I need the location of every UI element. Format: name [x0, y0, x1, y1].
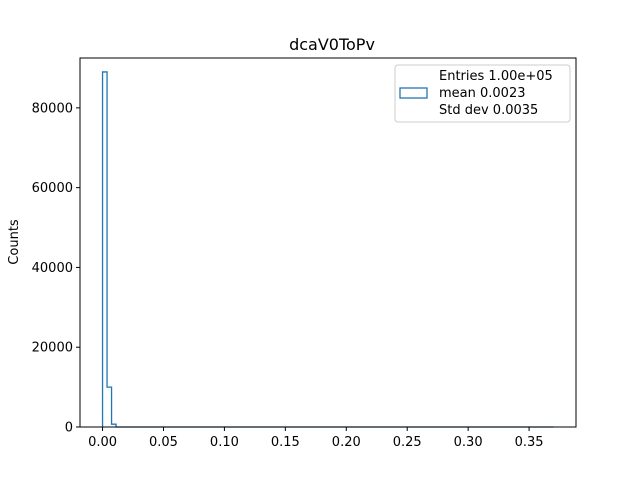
x-tick-label: 0.35 [515, 435, 544, 450]
y-tick-label: 80000 [32, 101, 73, 116]
legend-line-mean: mean 0.0023 [439, 86, 526, 101]
legend-swatch [399, 87, 428, 99]
x-tick-label: 0.10 [210, 435, 239, 450]
x-tick-label: 0.20 [332, 435, 361, 450]
x-axis-ticks: 0.00 0.05 0.10 0.15 0.20 0.25 0.30 0.35 [88, 427, 544, 450]
chart-title: dcaV0ToPv [289, 35, 375, 54]
axes-frame [79, 57, 577, 428]
legend: Entries 1.00e+05 mean 0.0023 Std dev 0.0… [394, 64, 571, 123]
y-tick-label: 0 [65, 421, 73, 436]
y-tick-label: 60000 [32, 181, 73, 196]
x-tick-label: 0.30 [454, 435, 483, 450]
legend-line-entries: Entries 1.00e+05 [439, 69, 553, 84]
y-axis-label: Counts [7, 219, 22, 265]
x-tick-label: 0.05 [149, 435, 178, 450]
y-tick-label: 40000 [32, 261, 73, 276]
legend-line-stddev: Std dev 0.0035 [439, 103, 538, 118]
x-tick-label: 0.00 [88, 435, 117, 450]
x-tick-label: 0.15 [271, 435, 300, 450]
x-tick-label: 0.25 [393, 435, 422, 450]
plot-area [79, 57, 577, 428]
y-tick-label: 20000 [32, 341, 73, 356]
legend-box [394, 64, 571, 123]
y-axis-ticks: 0 20000 40000 60000 80000 [32, 101, 80, 436]
histogram-step-line [101, 71, 554, 428]
